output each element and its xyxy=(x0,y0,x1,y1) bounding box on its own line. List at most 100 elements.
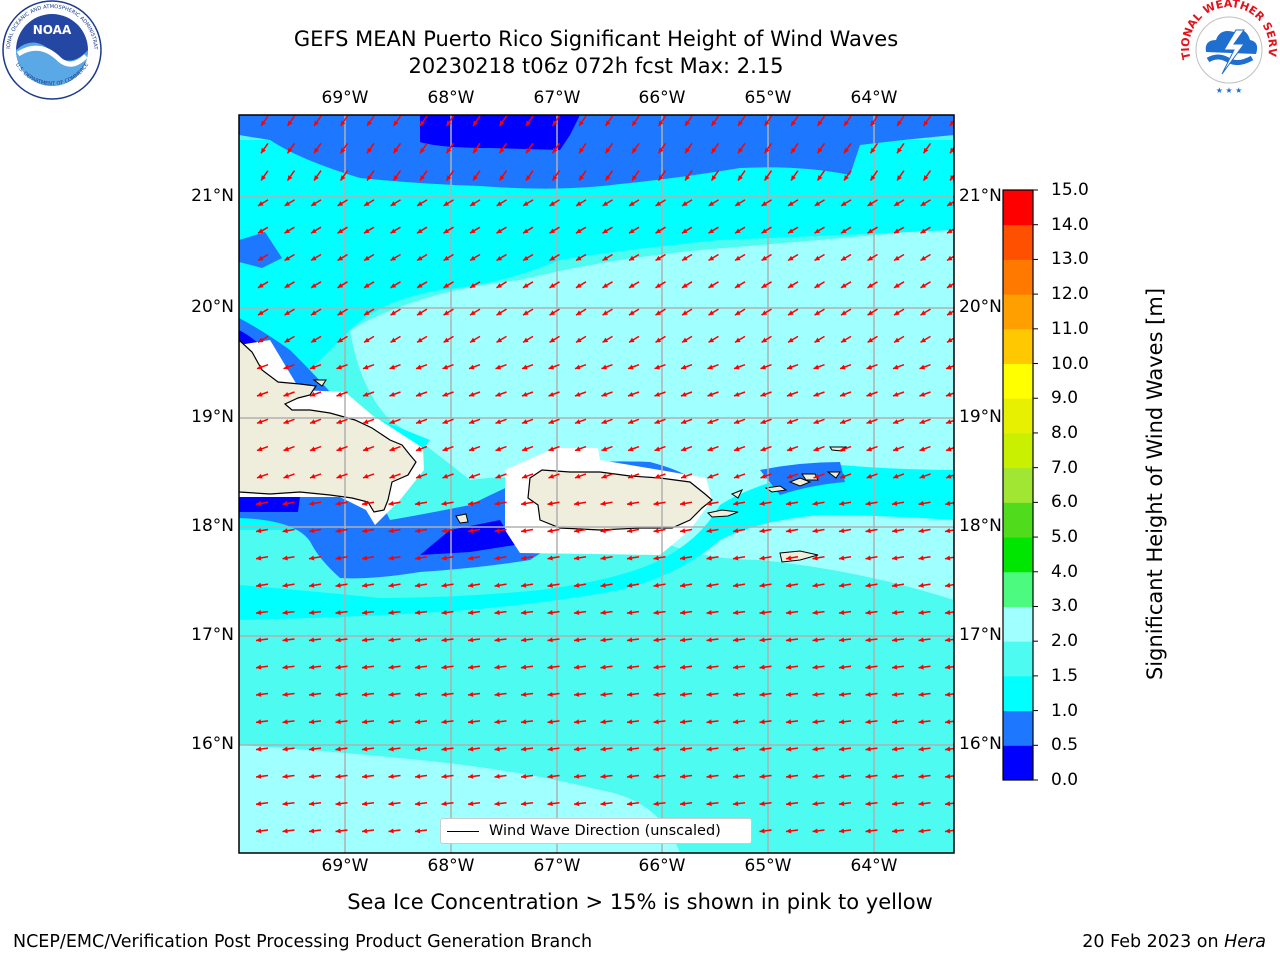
wind-arrow xyxy=(759,746,772,752)
wind-arrow xyxy=(732,528,746,534)
wind-arrow xyxy=(891,637,905,643)
wind-arrow xyxy=(496,281,507,289)
wind-arrow xyxy=(496,253,507,262)
wind-arrow xyxy=(812,555,825,561)
wind-arrow xyxy=(840,281,852,289)
wind-arrow xyxy=(761,335,772,344)
wind-arrow xyxy=(732,691,746,697)
wind-arrow xyxy=(785,773,799,779)
wind-arrow xyxy=(732,773,746,779)
wind-arrow xyxy=(865,801,878,807)
wind-arrow xyxy=(494,500,507,506)
wind-arrow xyxy=(733,391,746,397)
wind-arrow xyxy=(574,418,587,425)
lon-tick-label: 66°W xyxy=(638,856,686,876)
wind-arrow xyxy=(896,170,905,182)
wind-arrow xyxy=(257,308,269,316)
wind-arrow xyxy=(257,281,269,289)
wind-arrow xyxy=(631,142,640,154)
wind-arrow xyxy=(308,637,322,643)
wind-arrow xyxy=(578,115,587,127)
wind-arrow xyxy=(944,801,954,807)
wind-arrow xyxy=(388,528,401,534)
wind-arrow xyxy=(336,391,348,397)
colorbar-segment xyxy=(1003,641,1033,677)
wind-arrow xyxy=(601,473,613,479)
wind-arrow xyxy=(363,199,375,207)
wind-arrow xyxy=(790,142,799,154)
wind-arrow xyxy=(706,746,719,752)
wind-arrow xyxy=(415,418,428,425)
wind-arrow xyxy=(416,199,428,207)
wind-arrow xyxy=(468,363,481,370)
wind-arrow xyxy=(548,391,560,397)
wind-arrow xyxy=(653,719,666,725)
wind-arrow xyxy=(362,363,375,370)
lat-tick-label: 21°N xyxy=(191,186,234,206)
wind-arrow xyxy=(759,773,772,779)
footer-host: Hera xyxy=(1224,932,1266,952)
wind-arrow xyxy=(549,281,560,289)
wind-arrow xyxy=(414,528,428,534)
wind-arrow xyxy=(494,555,507,561)
wind-arrow xyxy=(684,170,693,182)
wind-arrow xyxy=(655,281,666,289)
wind-arrow xyxy=(389,473,401,479)
wind-arrow xyxy=(946,310,954,316)
wind-arrow xyxy=(441,746,454,752)
wind-arrow xyxy=(891,801,905,807)
wind-arrow xyxy=(944,555,954,561)
wind-arrow xyxy=(919,445,931,452)
wind-arrow xyxy=(653,637,666,643)
wind-arrow xyxy=(710,142,720,154)
wind-arrow xyxy=(388,801,401,807)
wind-arrow xyxy=(441,500,454,506)
wind-arrow xyxy=(415,391,428,397)
wind-arrow xyxy=(547,773,560,779)
wind-arrow xyxy=(419,142,428,154)
wind-arrow xyxy=(414,555,428,561)
wind-arrow xyxy=(282,691,295,697)
wind-arrow xyxy=(838,500,852,506)
wind-arrow xyxy=(442,445,454,452)
wind-arrow xyxy=(310,226,322,234)
wind-arrow xyxy=(922,142,932,154)
wind-arrow xyxy=(626,801,640,807)
wind-arrow xyxy=(760,418,772,425)
wind-arrow xyxy=(388,691,401,697)
wind-arrow xyxy=(707,363,719,370)
wind-arrow xyxy=(679,582,693,588)
wind-arrow xyxy=(389,445,401,452)
wind-arrow xyxy=(443,226,454,234)
wind-arrow xyxy=(282,746,295,752)
wind-arrow xyxy=(944,691,954,697)
wind-arrow xyxy=(631,170,640,182)
wind-arrow xyxy=(388,500,401,506)
lon-tick-label: 69°W xyxy=(321,88,369,108)
wind-arrow xyxy=(308,691,322,697)
wind-arrow xyxy=(628,335,640,344)
wind-arrow xyxy=(679,637,693,643)
wind-arrow xyxy=(415,363,428,370)
wind-arrow xyxy=(256,418,269,425)
wind-arrow xyxy=(574,473,587,479)
wind-arrow xyxy=(891,828,905,834)
wind-arrow xyxy=(260,142,269,154)
wind-arrow xyxy=(892,473,905,479)
wind-arrow xyxy=(919,363,931,370)
wind-arrow xyxy=(814,199,825,207)
wind-arrow xyxy=(680,363,693,370)
wind-arrow xyxy=(467,528,481,534)
wind-arrow xyxy=(814,308,825,316)
wind-arrow xyxy=(308,610,322,616)
wind-arrow xyxy=(520,637,534,643)
wind-arrow xyxy=(549,335,560,344)
wind-arrow xyxy=(812,528,825,534)
wind-arrow xyxy=(494,691,507,697)
footer-credit: NCEP/EMC/Verification Post Processing Pr… xyxy=(13,932,593,952)
wind-arrow xyxy=(388,746,401,752)
wind-arrow xyxy=(710,115,720,127)
wind-arrow xyxy=(496,199,507,207)
wind-arrow xyxy=(282,664,295,670)
plot-frame xyxy=(238,114,955,854)
